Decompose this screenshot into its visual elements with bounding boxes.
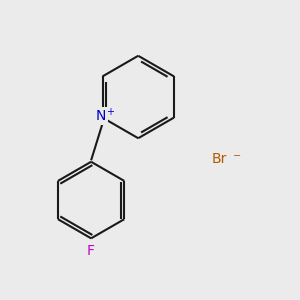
Text: −: −	[233, 151, 241, 161]
Text: +: +	[106, 107, 114, 117]
Text: Br: Br	[211, 152, 226, 166]
Text: F: F	[87, 244, 95, 258]
Text: N: N	[96, 109, 106, 123]
